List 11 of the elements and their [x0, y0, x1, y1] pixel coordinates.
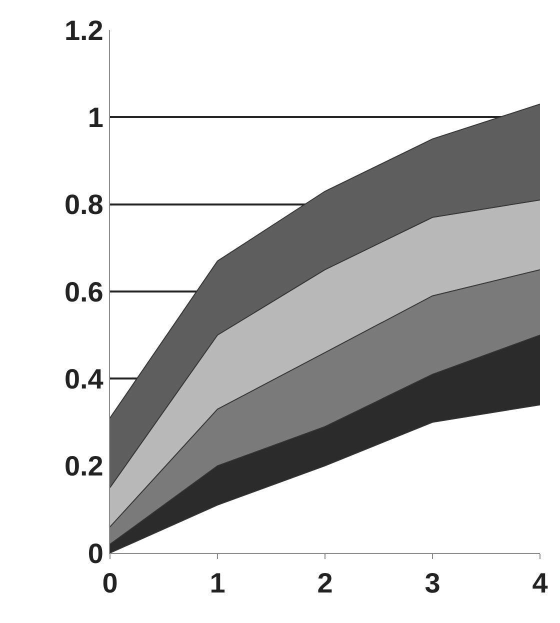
- y-tick-label: 0.6: [64, 276, 104, 308]
- x-tick-label: 2: [317, 568, 333, 599]
- y-tick-label: 1.2: [64, 14, 104, 46]
- y-tick-label: 0.8: [64, 189, 104, 220]
- x-tick-label: 1: [210, 568, 226, 599]
- y-tick-label: 0.4: [64, 363, 104, 394]
- y-tick-label: 0.2: [64, 450, 104, 482]
- x-tick-label: 4: [532, 568, 548, 599]
- x-tick-label: 3: [424, 568, 440, 599]
- y-tick-label: 0: [88, 538, 104, 569]
- y-tick-label: 1: [88, 102, 104, 133]
